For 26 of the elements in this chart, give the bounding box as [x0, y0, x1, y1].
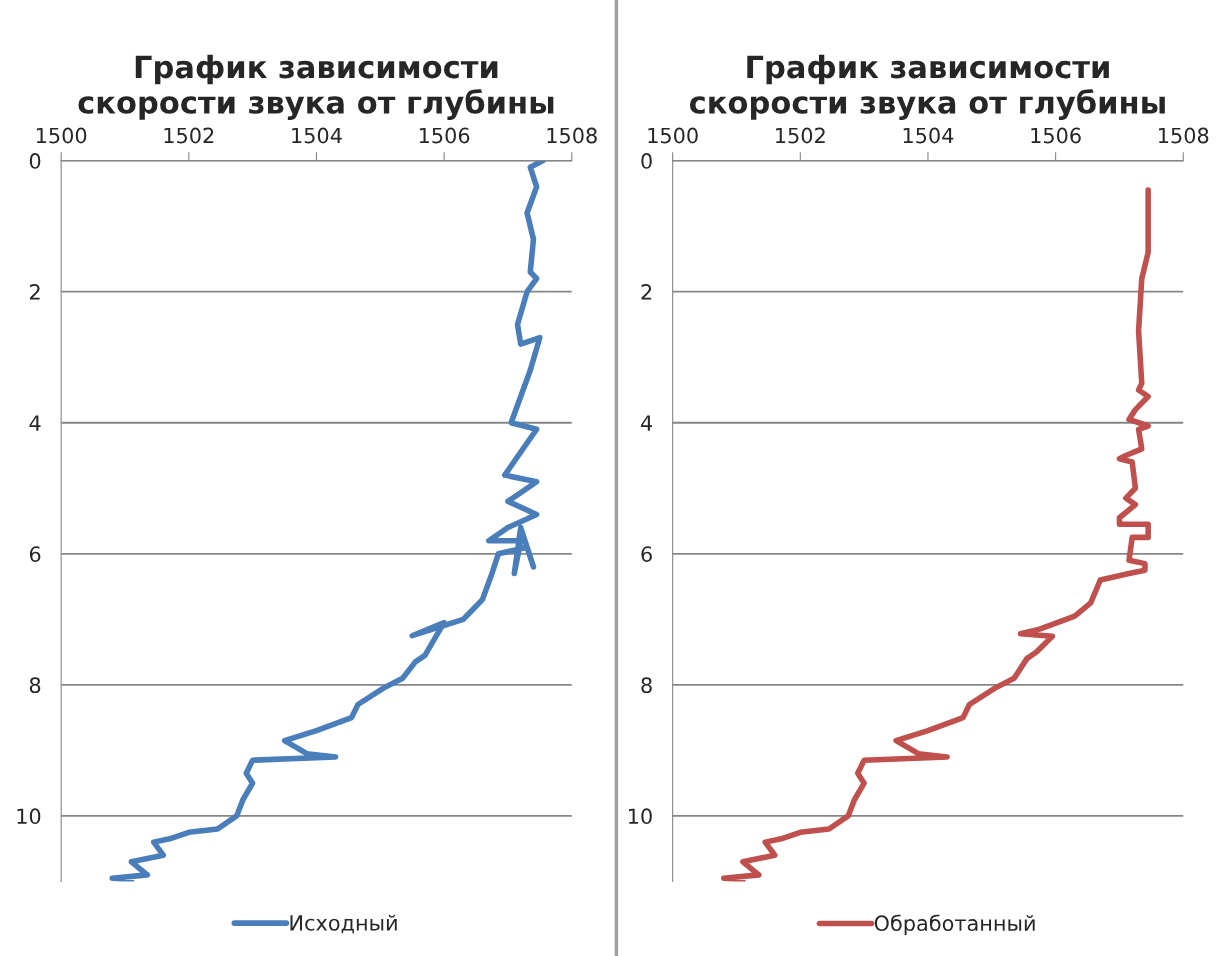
x-tick-label: 1502: [164, 127, 214, 144]
x-tick-label: 1508: [547, 127, 597, 144]
y-tick-label: 6: [29, 546, 41, 562]
y-tick-label: 0: [641, 153, 652, 169]
legend-label: Исходный: [290, 914, 397, 934]
y-tick-label: 2: [29, 284, 40, 300]
y-tick-label: 10: [628, 808, 652, 825]
y-tick-label: 0: [29, 153, 41, 169]
x-tick-label: 1508: [1159, 127, 1209, 144]
chart-title: График зависимости скорости звука от глубины: [689, 54, 1165, 120]
chart-title: График зависимости скорости звука от глубины: [78, 54, 554, 120]
x-tick-label: 1504: [292, 127, 342, 144]
legend-label: Обработанный: [874, 914, 1035, 936]
y-tick-label: 10: [17, 808, 41, 825]
x-tick-label: 1506: [1031, 127, 1081, 144]
y-tick-label: 2: [641, 284, 652, 300]
x-tick-label: 1502: [776, 127, 825, 144]
x-tick-label: 1504: [903, 127, 954, 144]
x-tick-label: 1506: [419, 127, 470, 144]
y-tick-label: 8: [29, 677, 41, 694]
y-tick-label: 4: [29, 415, 41, 431]
x-tick-label: 1500: [36, 127, 87, 144]
y-tick-label: 4: [640, 415, 653, 431]
y-tick-label: 6: [641, 546, 652, 562]
x-tick-label: 1500: [648, 127, 698, 144]
y-tick-label: 8: [641, 677, 652, 694]
